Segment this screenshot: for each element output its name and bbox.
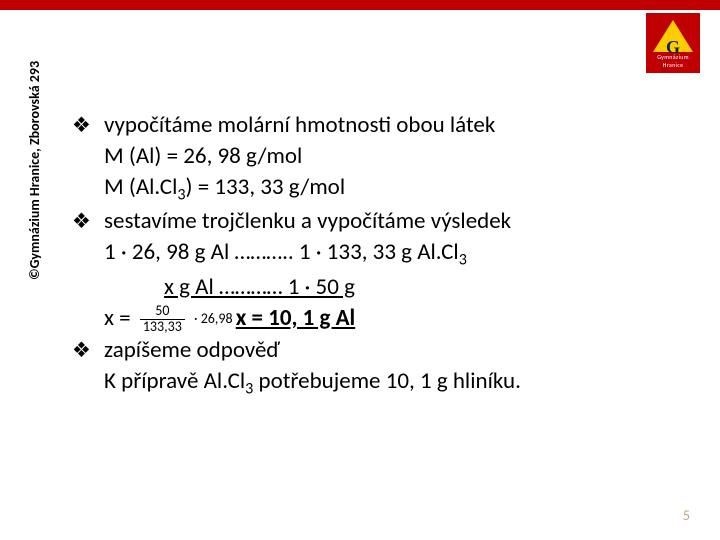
diamond-bullet-icon: ❖ [72, 206, 104, 236]
diamond-bullet-icon: ❖ [72, 335, 104, 365]
slide-number: 5 [683, 507, 690, 524]
logo-text-line2: Hranice [663, 62, 684, 68]
calculation-line: x = 50 133,33 · 26,98 x = 10, 1 g Al [104, 303, 662, 335]
bullet-2-text: sestavíme trojčlenku a vypočítáme výsled… [104, 206, 662, 237]
final-answer: x = 10, 1 g Al [236, 304, 355, 332]
line-m-alcl3: M (Al.Cl3) = 133, 33 g/mol [104, 172, 662, 206]
copyright-sidebar: ©Gymnázium Hranice, Zborovská 293 [26, 61, 43, 280]
line-m-al: M (Al) = 26, 98 g/mol [104, 141, 662, 172]
answer-sentence: K přípravě Al.Cl3 potřebujeme 10, 1 g hl… [104, 366, 662, 400]
slide-content: ❖ vypočítáme molární hmotnosti obou láte… [72, 110, 662, 400]
bullet-1-text: vypočítáme molární hmotnosti obou látek [104, 110, 662, 141]
school-logo: G Gymnázium Hranice [646, 13, 700, 73]
diamond-bullet-icon: ❖ [72, 110, 104, 140]
top-accent-border [0, 0, 720, 10]
proportion-line-1: 1 · 26, 98 g Al ……….. 1 · 133, 33 g Al.C… [104, 237, 662, 271]
proportion-line-2: x g Al ………… 1 · 50 g [104, 272, 662, 303]
bullet-3-text: zapíšeme odpověď [104, 335, 662, 366]
logo-letter: G [666, 37, 680, 58]
